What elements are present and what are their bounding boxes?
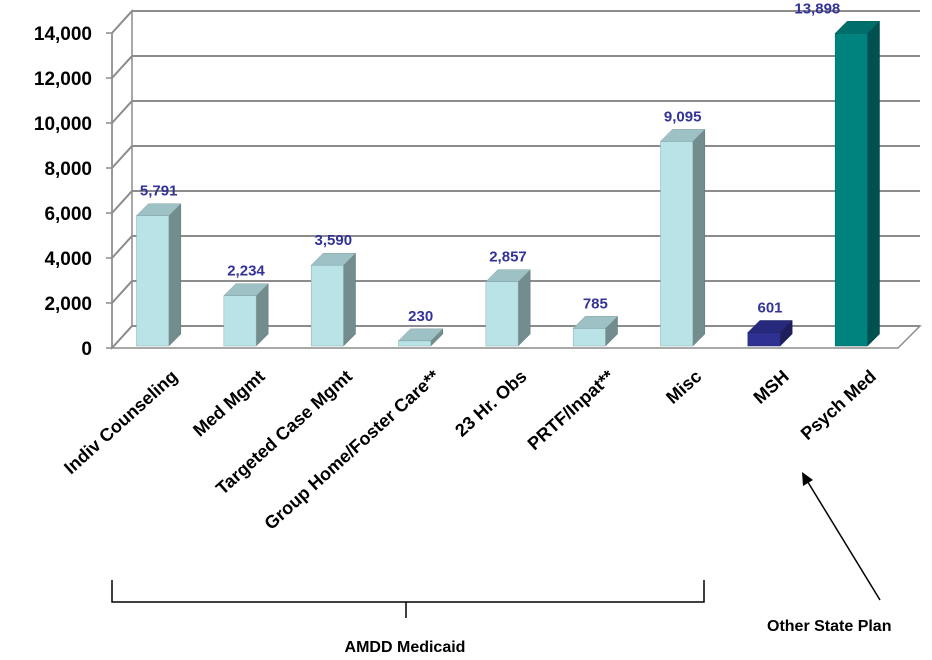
x-tick-label: Psych Med (797, 366, 880, 444)
bar-side (168, 203, 182, 347)
group-label: AMDD Medicaid (345, 639, 466, 656)
bar-top (223, 283, 269, 296)
gridline-depth (111, 55, 133, 79)
gridline-depth (111, 235, 133, 259)
bar (223, 283, 269, 347)
bar-top (747, 320, 793, 333)
y-tick-label: 4,000 (44, 249, 92, 270)
bar-front (136, 215, 170, 347)
y-tick-label: 6,000 (44, 204, 92, 225)
bar-top (834, 21, 881, 34)
x-tick-label: MSH (750, 366, 793, 408)
gridline-depth (111, 145, 133, 169)
group-arrow (805, 478, 881, 601)
bar-side (343, 252, 356, 347)
data-label: 785 (583, 295, 608, 312)
bar-side (517, 269, 531, 347)
bar (659, 128, 706, 347)
bar-front (398, 340, 432, 347)
x-tick-label: 23 Hr. Obs (451, 366, 531, 440)
bar (485, 269, 531, 347)
bar (747, 319, 793, 347)
bar-front (310, 264, 344, 347)
y-tick-label: 10,000 (34, 114, 92, 135)
bar-top (572, 316, 619, 329)
y-tick-label: 14,000 (34, 24, 92, 45)
bar (572, 315, 619, 347)
bar-top (135, 203, 182, 216)
data-label: 9,095 (664, 108, 702, 125)
bar-side (867, 20, 880, 347)
bar (310, 252, 357, 347)
y-tick-label: 12,000 (34, 69, 92, 90)
data-label: 3,590 (315, 232, 353, 249)
bar (397, 328, 444, 347)
data-label: 2,857 (489, 249, 527, 266)
bar-front (834, 33, 868, 347)
group-annotations: AMDD Medicaid Other State Plan (111, 472, 891, 656)
bar (135, 203, 182, 347)
x-tick-label: Group Home/Foster Care** (260, 366, 443, 533)
gridline-depth (111, 10, 133, 34)
arrow-head (802, 472, 813, 486)
gridline-depth (111, 280, 133, 304)
bar (834, 20, 881, 347)
x-tick-label: Med Mgmt (189, 366, 269, 440)
data-label: 13,898 (794, 0, 840, 17)
bar-front (747, 332, 781, 347)
bar-top (659, 129, 706, 142)
x-tick-label: Indiv Counseling (60, 366, 181, 478)
gridline-depth (111, 100, 133, 124)
data-labels: 5,791 2,234 3,590 230 2,857 785 9,095 601 13,898 (140, 0, 840, 325)
bar-side (692, 128, 706, 347)
bar-top (397, 328, 444, 342)
data-label: 2,234 (227, 263, 265, 280)
group-bracket (111, 580, 705, 618)
bar-top (310, 252, 357, 266)
y-tick-label: 2,000 (44, 294, 92, 315)
y-tick-label: 8,000 (44, 159, 92, 180)
side-wall (111, 9, 133, 350)
gridline-depth (111, 190, 133, 214)
x-tick-label: Misc (662, 366, 705, 408)
gridline-depth (111, 325, 133, 349)
y-axis: 0 2,000 4,000 6,000 8,000 10,000 12,000 14,000 (34, 24, 113, 360)
y-tick-label: 0 (81, 339, 92, 360)
data-label: 5,791 (140, 183, 178, 200)
bar-front (223, 295, 257, 347)
data-label: 601 (757, 299, 782, 316)
bar-top (485, 269, 531, 282)
x-tick-label: PRTF/Inpat** (524, 366, 618, 454)
bar-front (572, 328, 606, 347)
bar-front (485, 281, 519, 347)
data-label: 230 (408, 308, 433, 325)
group-label: Other State Plan (767, 618, 891, 635)
bar-front (660, 141, 694, 347)
bars (135, 20, 881, 347)
